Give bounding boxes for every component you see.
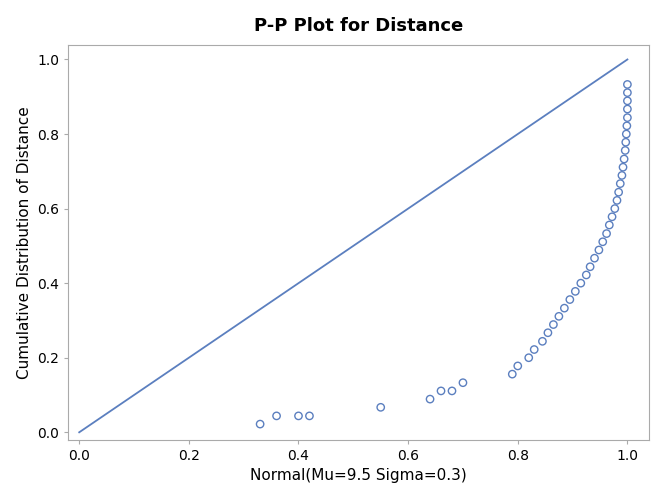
Point (620, 146, 631, 154)
Point (604, 221, 615, 229)
Point (615, 180, 625, 188)
Point (523, 354, 534, 362)
Point (376, 404, 386, 411)
Point (529, 346, 539, 354)
Point (611, 196, 622, 204)
Point (565, 296, 575, 304)
Point (512, 362, 523, 370)
Point (255, 420, 266, 428)
Point (425, 395, 436, 403)
Point (543, 328, 553, 336)
Point (570, 288, 581, 296)
Point (622, 80, 633, 88)
Point (622, 88, 633, 96)
Point (607, 213, 617, 221)
Point (617, 163, 628, 171)
Point (436, 387, 446, 395)
Point (609, 204, 620, 212)
Point (458, 378, 468, 386)
Point (553, 312, 564, 320)
Point (507, 370, 517, 378)
Point (447, 387, 458, 395)
Point (601, 230, 612, 237)
Point (548, 320, 559, 328)
Point (304, 412, 315, 420)
X-axis label: Normal(Mu=9.5 Sigma=0.3): Normal(Mu=9.5 Sigma=0.3) (250, 468, 467, 483)
Point (559, 304, 569, 312)
Title: P-P Plot for Distance: P-P Plot for Distance (254, 16, 464, 34)
Point (537, 338, 547, 345)
Point (619, 155, 629, 163)
Point (617, 172, 627, 179)
Point (589, 254, 600, 262)
Point (593, 246, 604, 254)
Point (585, 263, 595, 271)
Point (575, 279, 586, 287)
Point (581, 271, 591, 279)
Y-axis label: Cumulative Distribution of Distance: Cumulative Distribution of Distance (17, 106, 32, 378)
Point (621, 130, 631, 138)
Point (622, 97, 633, 105)
Point (613, 188, 624, 196)
Point (622, 114, 633, 122)
Point (293, 412, 304, 420)
Point (622, 105, 633, 113)
Point (621, 122, 632, 130)
Point (597, 238, 608, 246)
Point (271, 412, 282, 420)
Point (621, 138, 631, 146)
